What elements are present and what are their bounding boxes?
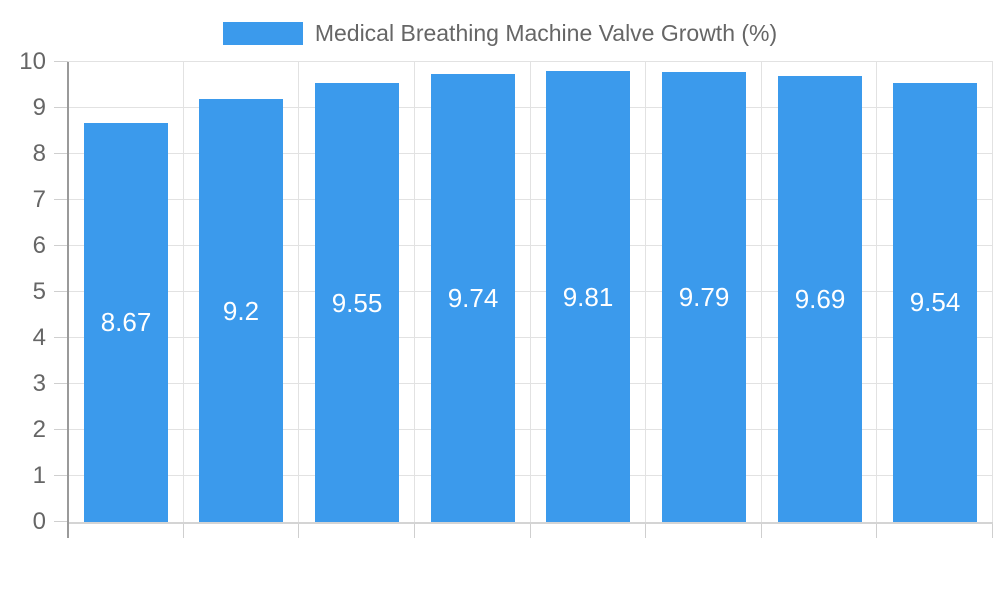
y-tick: [54, 429, 68, 430]
y-tick-label: 3: [32, 370, 46, 397]
bar-value-label: 9.74: [447, 283, 499, 313]
x-gridline: [645, 62, 646, 522]
y-tick: [54, 337, 68, 338]
x-tick: [298, 522, 299, 538]
y-tick: [54, 291, 68, 292]
y-tick-label: 0: [32, 508, 46, 535]
y-tick: [54, 61, 68, 62]
x-tick: [183, 522, 184, 538]
y-tick-label: 6: [32, 232, 46, 259]
y-tick-label: 9: [32, 94, 46, 121]
bar-value-label: 8.67: [100, 307, 152, 337]
x-tick: [645, 522, 646, 538]
x-tick: [992, 522, 993, 538]
bar-value-label: 9.81: [562, 282, 614, 312]
chart-legend[interactable]: Medical Breathing Machine Valve Growth (…: [0, 20, 1000, 47]
bar[interactable]: 9.55: [315, 83, 399, 522]
bar[interactable]: 9.54: [893, 83, 977, 522]
bar[interactable]: 9.2: [199, 99, 283, 522]
x-tick: [876, 522, 877, 538]
y-tick-label: 4: [32, 324, 46, 351]
x-gridline: [992, 62, 993, 522]
bar[interactable]: 9.69: [778, 76, 862, 522]
x-gridline: [761, 62, 762, 522]
x-tick: [761, 522, 762, 538]
bar-value-label: 9.69: [794, 284, 846, 314]
y-gridline: [68, 61, 993, 62]
legend-label: Medical Breathing Machine Valve Growth (…: [314, 20, 778, 46]
x-gridline: [530, 62, 531, 522]
bar-value-label: 9.79: [678, 282, 730, 312]
y-tick: [54, 475, 68, 476]
bar[interactable]: 9.79: [662, 72, 746, 522]
x-gridline: [414, 62, 415, 522]
y-tick: [54, 199, 68, 200]
y-tick: [54, 383, 68, 384]
y-tick-label: 10: [19, 48, 46, 75]
bar-value-label: 9.54: [909, 287, 961, 317]
y-tick: [54, 107, 68, 108]
x-axis-line: [68, 522, 993, 524]
y-tick-label: 5: [32, 278, 46, 305]
bar[interactable]: 9.74: [431, 74, 515, 522]
y-tick-label: 8: [32, 140, 46, 167]
y-axis-line: [67, 62, 69, 538]
x-tick: [414, 522, 415, 538]
x-gridline: [298, 62, 299, 522]
bar-value-label: 9.55: [331, 288, 383, 318]
y-tick-label: 1: [32, 462, 46, 489]
y-tick-label: 7: [32, 186, 46, 213]
bar[interactable]: 8.67: [84, 123, 168, 522]
x-gridline: [876, 62, 877, 522]
bar-value-label: 9.2: [222, 296, 260, 326]
legend-swatch-icon: [222, 22, 303, 45]
x-tick: [530, 522, 531, 538]
bar[interactable]: 9.81: [546, 71, 630, 522]
y-tick-label: 2: [32, 416, 46, 443]
x-gridline: [183, 62, 184, 522]
y-tick: [54, 153, 68, 154]
y-tick: [54, 245, 68, 246]
y-tick: [54, 521, 68, 522]
